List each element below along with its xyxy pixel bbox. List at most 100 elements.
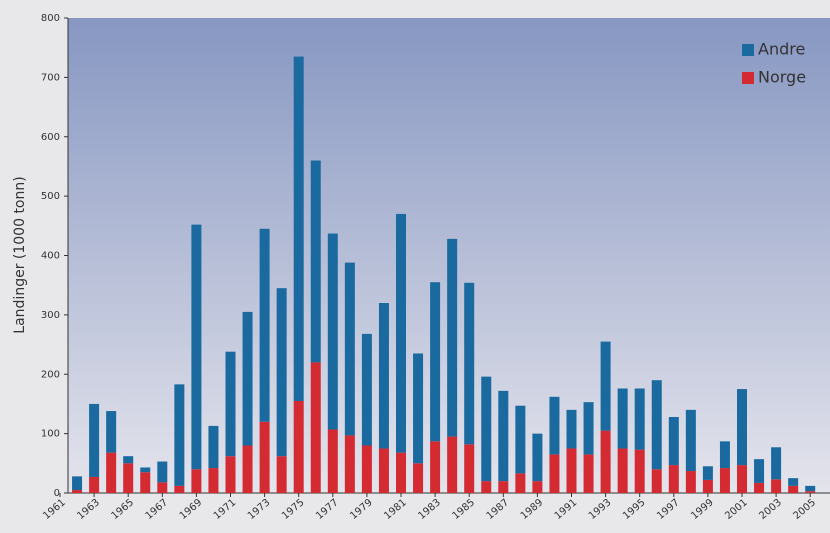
x-tick-label: 2003: [757, 497, 784, 522]
x-tick-label: 1977: [314, 497, 341, 522]
bar-segment: [413, 353, 424, 464]
bar-segment: [123, 456, 134, 464]
bar-segment: [447, 238, 458, 437]
bar-segment: [293, 56, 304, 401]
x-tick-label: 2005: [791, 497, 818, 522]
bar-segment: [310, 362, 321, 493]
x-tick-label: 1989: [519, 497, 546, 522]
bar-segment: [583, 454, 594, 493]
x-tick-label: 1963: [75, 497, 102, 522]
bar-segment: [208, 425, 219, 469]
x-tick-label: 1961: [41, 497, 68, 522]
legend-swatch: [742, 72, 754, 84]
bar-segment: [106, 452, 117, 493]
y-axis-label: Landinger (1000 tonn): [12, 176, 28, 333]
bar-segment: [276, 456, 287, 493]
y-tick-label: 200: [41, 369, 60, 380]
x-tick-label: 1973: [246, 497, 273, 522]
bar-segment: [549, 454, 560, 493]
bar-segment: [685, 409, 696, 472]
bar-segment: [396, 213, 406, 453]
bar-segment: [242, 445, 253, 493]
bar-segment: [481, 481, 492, 493]
x-tick-label: 1965: [109, 497, 136, 522]
bar-segment: [566, 448, 577, 493]
bar-segment: [310, 160, 321, 363]
y-tick-label: 400: [41, 251, 60, 262]
bar-segment: [515, 473, 526, 493]
x-tick-label: 1975: [280, 497, 307, 522]
x-tick-label: 2001: [723, 497, 750, 522]
bar-segment: [361, 445, 372, 493]
bar-segment: [191, 469, 202, 493]
bar-segment: [208, 468, 219, 493]
bar-segment: [702, 466, 713, 480]
bar-segment: [378, 303, 389, 449]
bar-segment: [532, 481, 543, 493]
bar-segment: [549, 396, 560, 455]
x-tick-label: 1985: [450, 497, 477, 522]
bar-segment: [123, 463, 134, 493]
bar-segment: [225, 456, 236, 493]
bar-segment: [89, 403, 100, 477]
bar-segment: [651, 469, 662, 493]
x-tick-label: 1987: [485, 497, 512, 522]
bar-segment: [140, 467, 151, 473]
bar-segment: [805, 491, 816, 493]
bar-segment: [617, 388, 628, 449]
bar-segment: [327, 429, 338, 493]
bar-segment: [737, 389, 747, 466]
y-tick-label: 300: [41, 310, 60, 321]
bar-segment: [719, 468, 730, 493]
bar-segment: [719, 441, 730, 469]
bar-segment: [276, 288, 287, 457]
bar-segment: [464, 444, 475, 493]
bar-segment: [259, 228, 270, 422]
y-tick-label: 600: [41, 132, 60, 143]
bar-segment: [430, 441, 441, 493]
bar-segment: [600, 430, 611, 493]
bar-segment: [413, 463, 424, 493]
bar-segment: [754, 482, 765, 493]
bar-segment: [532, 433, 543, 482]
x-tick-label: 1999: [689, 497, 716, 522]
x-tick-label: 1971: [212, 497, 239, 522]
bar-segment: [361, 333, 372, 446]
x-tick-label: 1995: [621, 497, 648, 522]
bar-segment: [651, 380, 662, 470]
bar-segment: [344, 435, 355, 493]
bar-segment: [447, 436, 458, 493]
bar-segment: [498, 390, 509, 482]
bar-segment: [788, 485, 799, 493]
bar-segment: [634, 388, 645, 450]
bar-segment: [754, 459, 765, 483]
bar-segment: [396, 452, 406, 493]
bar-segment: [771, 447, 782, 480]
bar-segment: [89, 476, 100, 493]
bar-segment: [464, 282, 475, 445]
bar-segment: [668, 417, 679, 466]
bar-segment: [634, 449, 645, 493]
bar-segment: [583, 402, 594, 455]
bar-segment: [106, 411, 117, 453]
bar-segment: [191, 224, 202, 470]
bar-segment: [805, 485, 816, 492]
bar-segment: [481, 376, 492, 482]
y-tick-label: 0: [54, 488, 60, 499]
bar-segment: [566, 409, 577, 449]
x-tick-label: 1967: [144, 497, 171, 522]
bar-segment: [242, 311, 253, 446]
x-tick-label: 1979: [348, 497, 375, 522]
x-tick-label: 1981: [382, 497, 409, 522]
y-tick-label: 700: [41, 72, 60, 83]
bar-segment: [515, 405, 526, 474]
bar-segment: [327, 233, 338, 430]
bar-segment: [600, 341, 611, 431]
bar-segment: [293, 400, 304, 493]
bar-segment: [174, 384, 185, 486]
y-tick-label: 800: [41, 13, 60, 24]
x-tick-label: 1993: [587, 497, 614, 522]
bar-segment: [378, 448, 389, 493]
